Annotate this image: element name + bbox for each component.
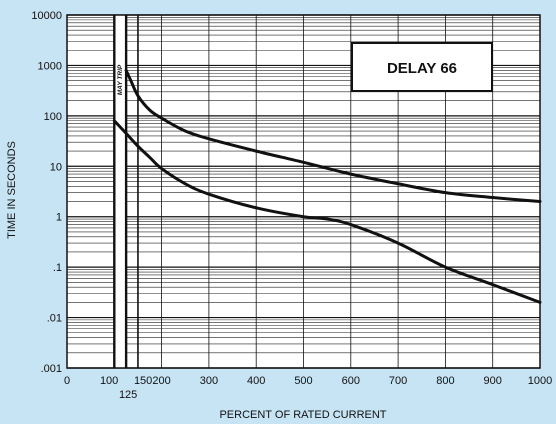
may-trip-band: MAY TRIP — [113, 15, 128, 368]
y-tick-label: .01 — [47, 313, 62, 325]
y-tick-label: 10 — [50, 161, 62, 173]
x-tick-label: 0 — [64, 375, 70, 387]
plot-border — [66, 14, 541, 369]
y-tick-label: 1000 — [38, 60, 62, 72]
x-tick-label: 1000 — [528, 375, 552, 387]
series-2-curve — [112, 119, 542, 304]
title-box-border — [351, 42, 493, 92]
x-tick-label: 800 — [436, 375, 454, 387]
series-1-curve — [124, 68, 542, 204]
tick-labels: .001 .01 .1 1 10 100 1000 10000 0 100 150 200 300 400… — [31, 10, 552, 401]
x-tick-label: 600 — [342, 375, 360, 387]
y-tick-label: 100 — [44, 111, 62, 123]
y-axis-label: TIME IN SECONDS — [6, 141, 18, 239]
x-tick-label: 300 — [200, 375, 218, 387]
x-axis-label: PERCENT OF RATED CURRENT — [219, 409, 386, 421]
y-tick-label: 1 — [56, 212, 62, 224]
y-tick-label: .1 — [53, 262, 62, 274]
grid-lines — [66, 14, 541, 369]
may-trip-annotation: MAY TRIP — [117, 64, 124, 95]
x-tick-label: 100 — [100, 375, 118, 387]
plot-frame — [66, 14, 541, 369]
title-box: DELAY 66 — [351, 42, 493, 92]
series-layer — [112, 68, 542, 304]
may-trip-region — [115, 15, 126, 368]
y-tick-label: 10000 — [31, 10, 62, 22]
x-tick-label: 500 — [294, 375, 312, 387]
x-tick-label: 200 — [152, 375, 170, 387]
x-tick-label: 900 — [484, 375, 502, 387]
x-tick-label-125: 125 — [119, 389, 137, 401]
y-tick-label: .001 — [41, 363, 62, 375]
x-tick-label: 400 — [247, 375, 265, 387]
x-tick-label: 150 — [134, 375, 152, 387]
x-tick-label: 700 — [389, 375, 407, 387]
chart-title: DELAY 66 — [387, 60, 457, 77]
